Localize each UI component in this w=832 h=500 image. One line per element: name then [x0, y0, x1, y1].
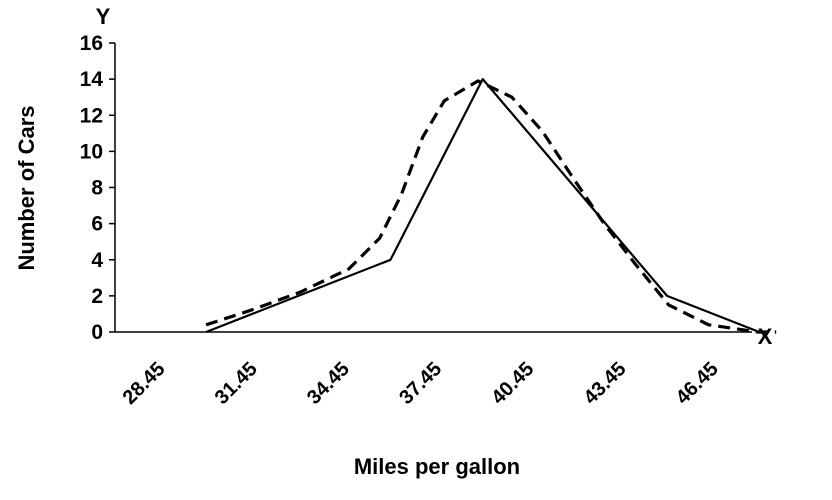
y-tick-label: 14	[80, 68, 104, 91]
y-tick-label: 6	[91, 213, 103, 236]
x-axis-title: Miles per gallon	[354, 454, 520, 479]
x-ticks: 28.45 31.45 34.45 37.45 40.45 43.45 46.45	[119, 358, 723, 409]
x-tick-label: 31.45	[211, 358, 262, 409]
x-tick-label: 40.45	[487, 358, 538, 409]
y-tick-label: 2	[91, 285, 103, 308]
x-tick-label: 46.45	[672, 358, 723, 409]
y-tick-label: 10	[80, 140, 103, 163]
x-tick-label: 43.45	[580, 358, 631, 409]
y-axis-title: Number of Cars	[14, 105, 39, 270]
y-tick-label: 12	[80, 104, 103, 127]
y-tick-label: 16	[80, 32, 103, 55]
y-axis-letter: Y	[96, 4, 111, 29]
series-layer	[205, 77, 777, 334]
series-line-solid	[205, 77, 760, 334]
y-tick-label: 8	[91, 177, 103, 200]
x-tick-label: 34.45	[303, 358, 354, 409]
series-line-dashed	[205, 79, 777, 334]
x-axis-letter: X	[758, 324, 773, 349]
y-ticks: 0 2 4 6 8 10 12 14 16	[80, 32, 115, 344]
x-tick-label: 37.45	[395, 358, 446, 409]
y-tick-label: 4	[91, 249, 103, 272]
y-tick-label: 0	[91, 321, 103, 344]
x-tick-label: 28.45	[119, 358, 170, 409]
